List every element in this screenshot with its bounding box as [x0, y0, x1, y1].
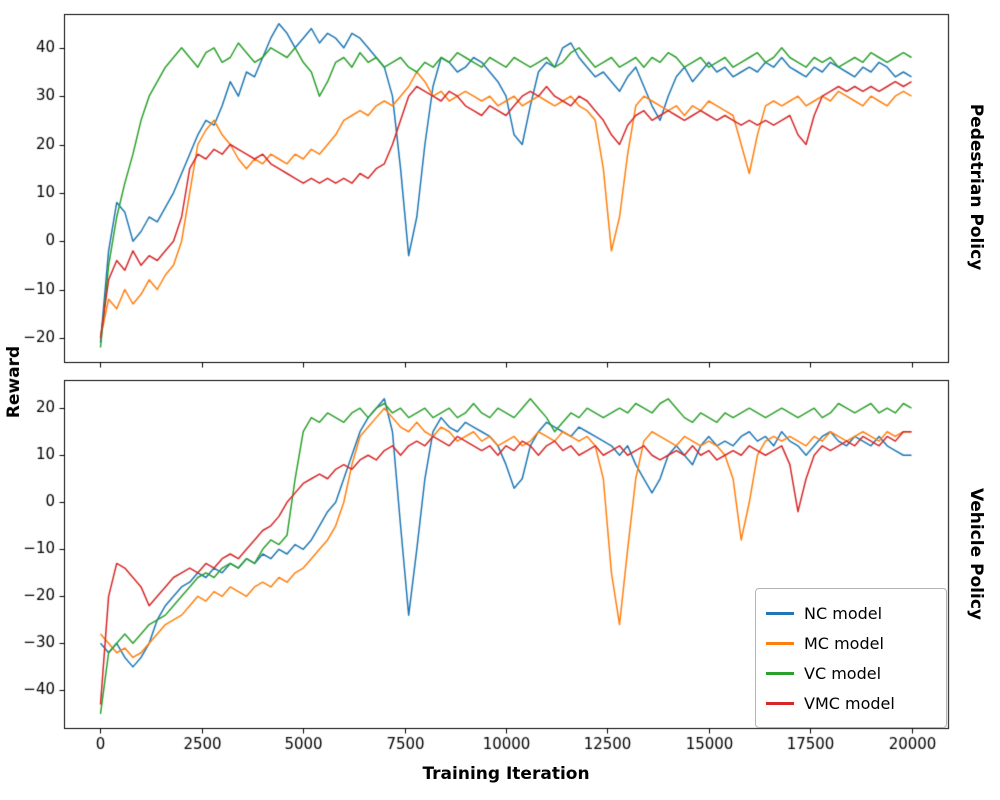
legend-label: MC model: [804, 633, 884, 653]
legend-item: VC model: [766, 658, 936, 688]
vmc-model-line-swatch: [766, 701, 794, 705]
legend: NC model MC model VC model VMC model: [755, 588, 947, 728]
legend-item: NC model: [766, 598, 936, 628]
legend-label: VC model: [804, 663, 882, 683]
pedestrian-policy-chart-canvas: [0, 6, 958, 368]
nc-model-line-swatch: [766, 611, 794, 615]
legend-item: VMC model: [766, 688, 936, 718]
y-axis-label: Reward: [4, 345, 24, 419]
x-axis-label: Training Iteration: [422, 764, 590, 784]
vc-model-line-swatch: [766, 671, 794, 675]
legend-label: NC model: [804, 603, 883, 623]
pedestrian-policy-label: Pedestrian Policy: [966, 103, 986, 271]
vehicle-policy-label: Vehicle Policy: [966, 488, 986, 620]
legend-item: MC model: [766, 628, 936, 658]
legend-label: VMC model: [804, 693, 895, 713]
mc-model-line-swatch: [766, 641, 794, 645]
